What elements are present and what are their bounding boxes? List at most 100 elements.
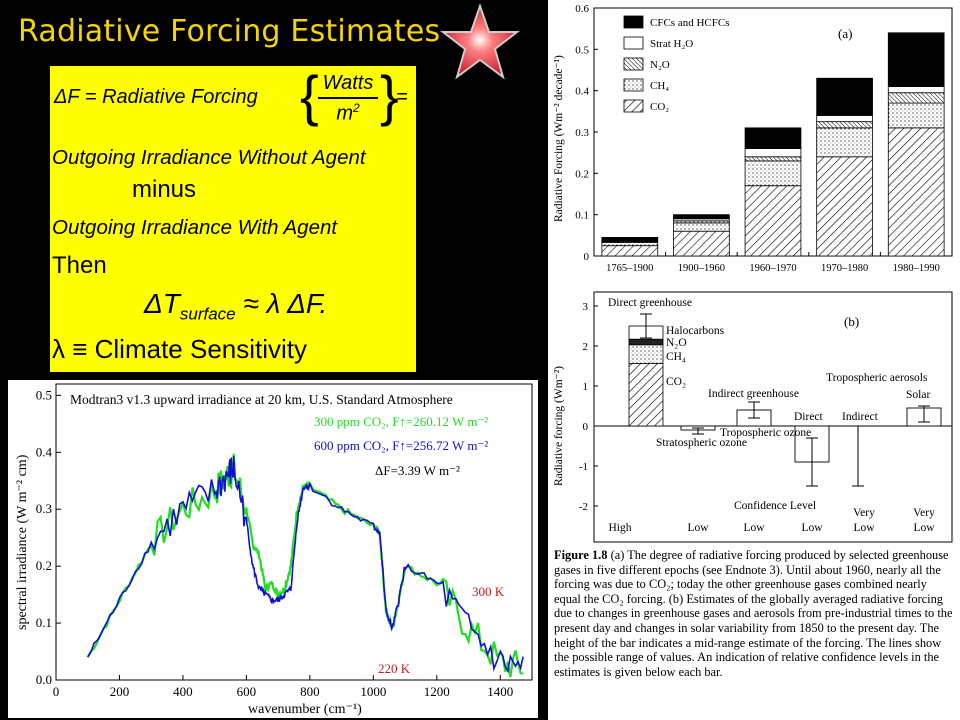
radiative-forcing-label: = Radiative Forcing: [84, 86, 258, 108]
label-strat-ozone: Stratospheric ozone: [656, 437, 747, 449]
modtran-xtick-label: 600: [237, 684, 257, 699]
modtran-ytick-label: 0.4: [36, 444, 53, 459]
star-icon: [440, 2, 520, 80]
bar-segment: [744, 148, 802, 158]
bar-segment: [744, 127, 802, 149]
bar-segment: [816, 156, 873, 257]
lambda-definition: λ ≡ Climate Sensitivity: [52, 334, 308, 364]
modtran-xtick-label: 1000: [360, 684, 386, 699]
label-ch4: CH₄: [666, 351, 686, 363]
bar-segment: [816, 127, 873, 158]
bars-ytick-label: 0.6: [575, 3, 589, 15]
minus-line: minus: [132, 176, 197, 203]
bars-legend-label: N₂O: [650, 59, 670, 71]
bars-legend-label: CO₂: [650, 101, 669, 113]
forcing-stack-segment: [628, 363, 664, 427]
legend-600ppm: 600 ppm CO₂, F↑=256.72 W m⁻²: [314, 438, 488, 453]
bar-segment: [673, 230, 730, 257]
label-indirect: Indirect: [842, 411, 879, 423]
modtran-ticks: 0 200 400 600 800 1000 1200 1400 0.0 0.1 0.2 0.3 0.4…: [36, 387, 514, 699]
bars-category-label: 1765–1900: [606, 263, 653, 274]
forcing-frame: [593, 291, 953, 543]
bar-segment: [673, 222, 730, 232]
bar-segment: [744, 156, 802, 162]
label-n2o: N₂O: [666, 337, 687, 349]
delta-t-equation: ΔTsurface ≈ λ ΔF.: [144, 288, 327, 325]
modtran-svg: 0 200 400 600 800 1000 1200 1400 0.0 0.1 0.2 0.3 0.4…: [15, 383, 533, 717]
bars-ylabel: Radiative Forcing (Wm⁻² decade⁻¹): [553, 55, 565, 222]
bars-legend-swatch: [623, 99, 644, 113]
bar-segment: [887, 127, 945, 257]
label-220k: 220 K: [378, 661, 411, 676]
confidence-label: Low: [687, 522, 709, 534]
caption-figure-number: Figure 1.8: [554, 548, 608, 562]
bars-legend-label: CH₄: [650, 80, 669, 92]
bars-legend: CFCs and HCFCs Strat H₂O N₂O CH₄ CO₂: [623, 15, 729, 113]
bar-segment: [601, 236, 659, 242]
forcing-panel-label: (b): [844, 314, 859, 329]
delta-f: ΔF: [54, 86, 80, 108]
surface-subscript: surface: [179, 304, 236, 324]
modtran-title: Modtran3 v1.3 upward irradiance at 20 km…: [70, 392, 453, 407]
bars-marks: [601, 32, 945, 257]
label-trop-aerosols-line: Tropospheric aerosols: [826, 372, 928, 384]
label-confidence-level: Confidence Level: [734, 500, 816, 512]
bars-category-label: 1970–1980: [821, 263, 868, 274]
bar-segment: [887, 102, 945, 129]
bars-ytick-label: 0.5: [575, 44, 589, 56]
bars-panel-label: (a): [838, 26, 852, 41]
bar-segment: [887, 92, 945, 104]
equation-rest: ≈ λ ΔF.: [243, 288, 328, 319]
confidence-label: Low: [853, 522, 875, 534]
confidence-label: Low: [913, 522, 935, 534]
bar-segment: [601, 241, 659, 247]
bar-segment: [744, 160, 802, 187]
bar-segment: [887, 86, 945, 94]
bar-segment: [816, 77, 873, 116]
forcing-marks: High Low Low Low Very Low Very Low: [609, 313, 942, 534]
modtran-xtick-label: 200: [110, 684, 130, 699]
bar-segment: [744, 185, 802, 257]
spectrum-line-600ppm: [87, 456, 524, 674]
modtran-ytick-label: 0.5: [36, 387, 52, 402]
bars-ytick-label: 0.4: [575, 86, 589, 98]
modtran-xlabel: wavenumber (cm⁻¹): [248, 702, 362, 717]
bar-segment: [887, 32, 945, 87]
fraction-bar: [318, 97, 378, 99]
modtran-ytick-label: 0.1: [36, 615, 52, 630]
bars-legend-swatch: [623, 57, 644, 71]
bars-legend-swatch: [623, 15, 644, 29]
units-denominator: m: [336, 102, 353, 125]
bars-ytick-label: 0.2: [575, 168, 589, 180]
figure-caption: Figure 1.8 (a) The degree of radiative f…: [548, 544, 960, 720]
formula-box: ΔF = Radiative Forcing { Watts m2 } = Ou…: [50, 66, 416, 372]
confidence-label: Very: [853, 507, 875, 519]
then-line: Then: [52, 252, 107, 279]
bars-legend-swatch: [623, 78, 644, 92]
label-300k: 300 K: [472, 584, 505, 599]
modtran-ytick-label: 0.3: [36, 501, 52, 516]
forcing-ytick-label: 1: [583, 381, 589, 393]
label-halocarbons: Halocarbons: [666, 325, 725, 337]
trailing-equals: =: [396, 86, 408, 108]
legend-300ppm: 300 ppm CO₂, F↑=260.12 W m⁻²: [314, 414, 488, 429]
bars-category-label: 1900–1960: [678, 263, 725, 274]
modtran-xtick-label: 800: [300, 684, 320, 699]
bars-svg: 0 0.1 0.2 0.3 0.4 0.5 0.6 1765–1900 1900–1960 196…: [553, 3, 953, 274]
caption-text: (a) The degree of radiative forcing prod…: [554, 548, 953, 679]
bars-legend-swatch: [623, 36, 644, 50]
forcing-ytick-label: -1: [579, 461, 588, 473]
bars-ytick-label: 0: [584, 251, 590, 263]
units-numerator: Watts: [322, 72, 374, 94]
bars-ytick-label: 0.1: [575, 210, 589, 222]
forcing-ytick-label: -2: [579, 501, 588, 513]
bars-ytick-label: 0.3: [575, 127, 589, 139]
label-co2: CO₂: [666, 376, 686, 388]
slide-title: Radiative Forcing Estimates: [18, 14, 441, 49]
forcing-chart: 3 2 1 0 -1 -2 High Low Low Low Very Low Very Low (b)…: [548, 286, 960, 544]
confidence-label: Low: [801, 522, 823, 534]
spectrum-series: [86, 453, 526, 678]
bars-chart: 0 0.1 0.2 0.3 0.4 0.5 0.6 1765–1900 1900–1960 196…: [548, 0, 960, 286]
bar-segment: [601, 245, 659, 257]
forcing-ytick-label: 2: [583, 341, 589, 353]
